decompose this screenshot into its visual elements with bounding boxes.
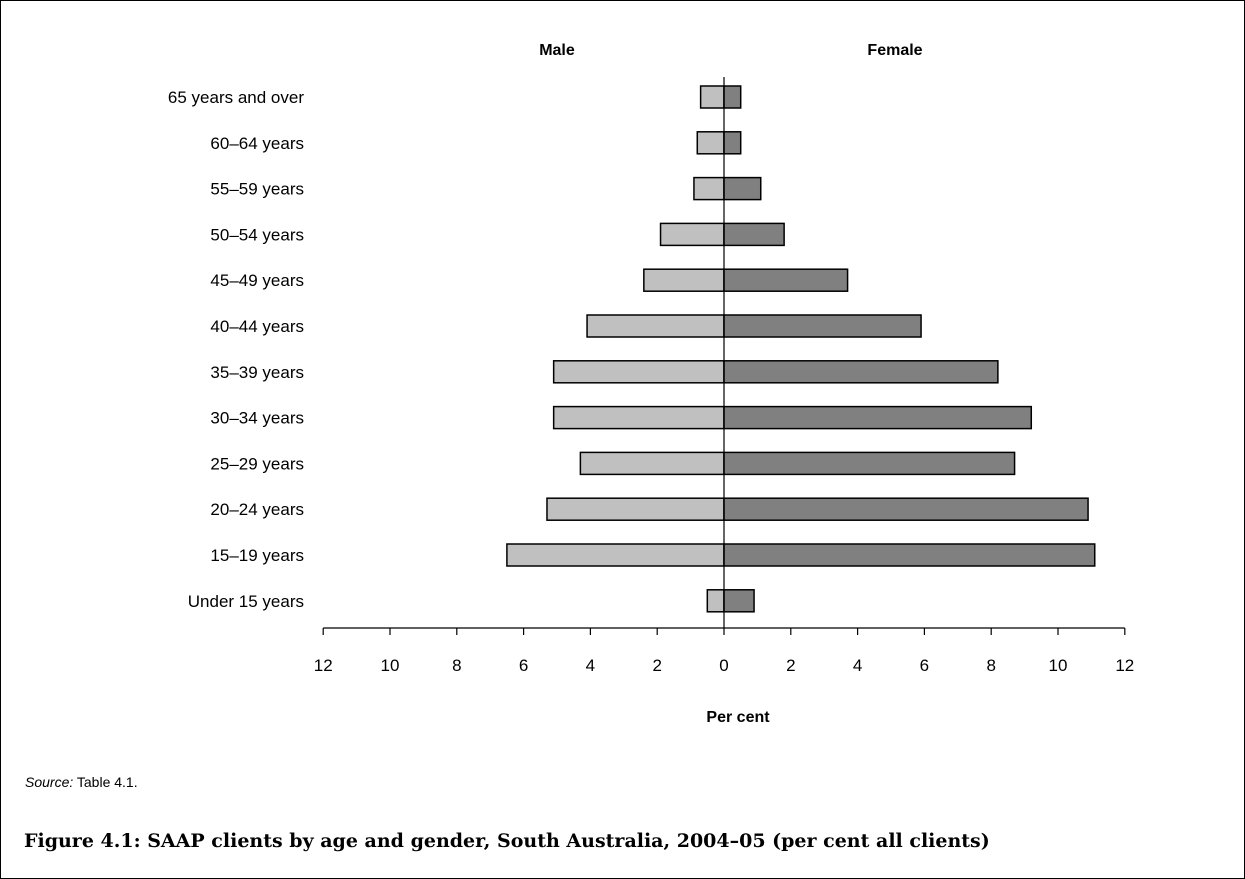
bar-female-50-54-years xyxy=(723,222,785,247)
bar-male-65-years-and-over xyxy=(699,85,725,109)
x-tick-label: 8 xyxy=(452,656,461,675)
category-label-30-34-years: 30–34 years xyxy=(210,409,304,428)
bar-female-65-years-and-over xyxy=(723,85,742,109)
bar-male-35-39-years xyxy=(552,360,725,384)
bar-male-55-59-years xyxy=(693,176,725,201)
x-tick-label: 6 xyxy=(920,656,929,675)
category-label-15-19-years: 15–19 years xyxy=(210,546,304,565)
category-label-35-39-years: 35–39 years xyxy=(210,363,304,382)
category-label-25-29-years: 25–29 years xyxy=(210,454,304,473)
figure-caption: Figure 4.1: SAAP clients by age and gend… xyxy=(24,830,990,852)
bar-male-40-44-years xyxy=(586,314,725,338)
bar-female-55-59-years xyxy=(723,176,762,201)
x-tick-label: 12 xyxy=(314,656,333,675)
source-label: Source: xyxy=(25,774,74,790)
x-tick-label: 2 xyxy=(786,656,795,675)
bar-female-20-24-years xyxy=(723,497,1089,521)
source-note: Source: Table 4.1. xyxy=(25,774,138,790)
x-tick-label: 4 xyxy=(853,656,862,675)
x-tick-label: 4 xyxy=(586,656,595,675)
series-header-male: Male xyxy=(539,42,575,59)
x-tick-label: 12 xyxy=(1115,656,1134,675)
category-label-50-54-years: 50–54 years xyxy=(210,225,304,244)
source-text: Table 4.1. xyxy=(73,774,138,790)
x-tick-label: 8 xyxy=(986,656,995,675)
category-label-20-24-years: 20–24 years xyxy=(210,500,304,519)
x-tick-label: 10 xyxy=(381,656,400,675)
bar-male-under-15-years xyxy=(706,589,725,613)
bar-male-15-19-years xyxy=(506,543,725,567)
series-header-female: Female xyxy=(867,42,922,59)
bar-female-under-15-years xyxy=(723,589,755,613)
bar-female-25-29-years xyxy=(723,451,1016,476)
bar-female-45-49-years xyxy=(723,268,849,292)
bar-male-50-54-years xyxy=(659,222,725,247)
bar-female-15-19-years xyxy=(723,543,1096,567)
bar-female-35-39-years xyxy=(723,360,999,384)
category-label-55-59-years: 55–59 years xyxy=(210,180,304,199)
x-tick-label: 6 xyxy=(519,656,528,675)
category-label-60-64-years: 60–64 years xyxy=(210,134,304,153)
x-axis-title: Per cent xyxy=(706,709,770,726)
x-tick-label: 0 xyxy=(719,656,728,675)
category-label-45-49-years: 45–49 years xyxy=(210,271,304,290)
x-tick-label: 10 xyxy=(1049,656,1068,675)
bar-female-30-34-years xyxy=(723,405,1033,430)
bar-male-25-29-years xyxy=(579,451,725,476)
bar-male-60-64-years xyxy=(696,131,725,155)
bar-male-20-24-years xyxy=(546,497,725,521)
bar-male-30-34-years xyxy=(552,405,725,430)
bar-female-60-64-years xyxy=(723,131,742,155)
bar-male-45-49-years xyxy=(643,268,725,292)
category-label-40-44-years: 40–44 years xyxy=(210,317,304,336)
population-pyramid-chart: Male Female 65 years and over 60–64 years 55… xyxy=(168,42,1134,726)
bar-female-40-44-years xyxy=(723,314,922,338)
x-tick-label: 2 xyxy=(652,656,661,675)
category-label-under-15-years: Under 15 years xyxy=(188,592,304,611)
category-label-65-years-and-over: 65 years and over xyxy=(168,88,304,107)
